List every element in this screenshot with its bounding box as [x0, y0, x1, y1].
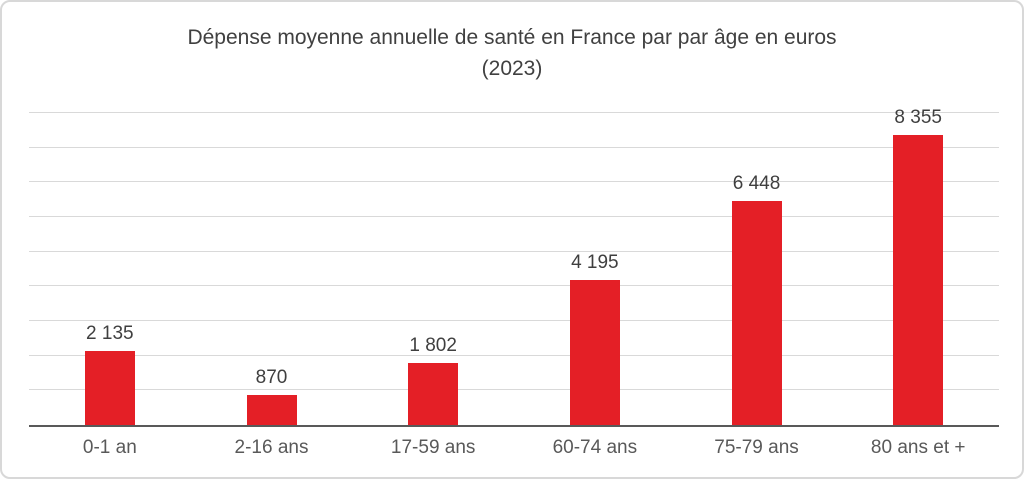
- bar: [84, 351, 135, 425]
- bar-value-label: 1 802: [409, 334, 457, 356]
- gridline: [29, 146, 999, 148]
- category-label: 17-59 ans: [390, 437, 476, 458]
- bar-group: 4 195: [514, 113, 676, 425]
- gridline: [29, 216, 999, 217]
- gridline: [29, 250, 999, 252]
- category-axis: 0-1 an 2-16 ans 17-59 ans 60-74 ans 75-79 an…: [29, 427, 999, 459]
- bar-group: 2 135: [29, 113, 191, 425]
- gridline: [29, 354, 999, 356]
- bar-group: 870: [191, 113, 353, 425]
- category-label: 0-1 an: [82, 437, 137, 458]
- bar-value-label: 870: [255, 366, 288, 388]
- chart-title: Dépense moyenne annuelle de santé en Fra…: [187, 26, 837, 49]
- bar-value-label: 2 135: [86, 323, 134, 344]
- bars-row: 2 135 870 1 802 4 195 6 448 8 355: [29, 108, 999, 425]
- gridline: [29, 285, 999, 287]
- bar: [731, 201, 782, 425]
- category-label: 80 ans et +: [870, 437, 966, 458]
- bar-value-label: 4 195: [571, 251, 619, 273]
- gridline: [29, 320, 999, 321]
- gridline: [29, 181, 999, 183]
- bar-value-label: 8 355: [894, 107, 942, 129]
- bar: [246, 394, 297, 425]
- bar: [569, 279, 620, 425]
- bar-group: 8 355: [837, 108, 999, 425]
- category-label: 75-79 ans: [714, 437, 799, 458]
- gridline: [29, 389, 999, 391]
- bar-group: 1 802: [352, 113, 514, 425]
- plot-area: 2 135 870 1 802 4 195 6 448 8 355: [29, 108, 999, 427]
- chart-title-block: Dépense moyenne annuelle de santé en Fra…: [2, 22, 1022, 84]
- gridline: [29, 112, 999, 113]
- category-label: 60-74 ans: [552, 437, 638, 458]
- chart-subtitle: (2023): [481, 57, 543, 80]
- category-label: 2-16 ans: [234, 437, 309, 458]
- bar: [893, 135, 944, 425]
- bar-group: 6 448: [676, 113, 838, 425]
- bar-value-label: 6 448: [732, 173, 781, 195]
- bar: [408, 362, 459, 425]
